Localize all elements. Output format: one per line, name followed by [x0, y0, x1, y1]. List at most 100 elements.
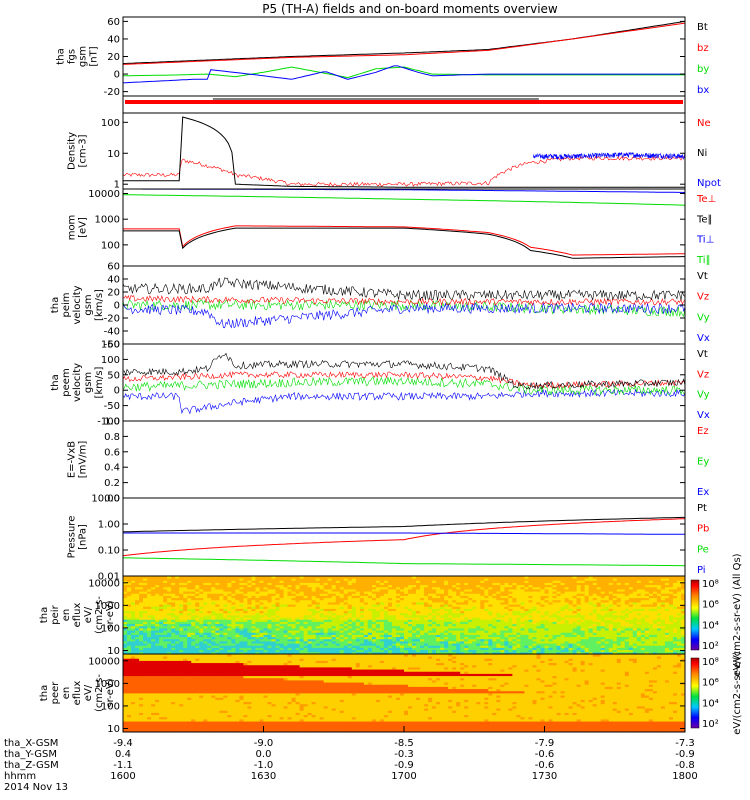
- spectrogram-cell: [532, 643, 537, 646]
- spectrogram-cell: [492, 589, 497, 592]
- spectrogram-cell: [159, 606, 164, 609]
- spectrogram-cell: [568, 615, 573, 618]
- spectrogram-cell: [460, 645, 465, 648]
- spectrogram-cell: [343, 628, 349, 631]
- spectrogram-cell: [428, 591, 433, 594]
- spectrogram-cell: [319, 604, 325, 607]
- spectrogram-cell: [616, 576, 622, 579]
- spectrogram-cell: [231, 630, 236, 633]
- spectrogram-cell: [496, 617, 501, 620]
- spectrogram-cell: [279, 628, 284, 631]
- spectrogram-cell: [460, 651, 465, 655]
- spectrogram-cell: [632, 576, 638, 579]
- spectrogram-cell: [243, 582, 248, 586]
- spectrogram-cell: [580, 586, 586, 590]
- spectrogram-cell: [644, 641, 650, 644]
- spectrogram-cell: [371, 578, 377, 581]
- spectrogram-cell: [235, 628, 240, 631]
- spectrogram-cell: [351, 610, 357, 614]
- spectrogram-cell: [512, 602, 517, 605]
- spectrogram-cell: [560, 593, 565, 596]
- spectrogram-cell: [287, 606, 292, 609]
- spectrogram-cell: [464, 606, 469, 609]
- spectrogram-cell: [456, 602, 461, 605]
- spectrogram-cell: [383, 602, 389, 605]
- spectrogram-cell: [496, 591, 501, 594]
- spectrogram-cell: [131, 610, 136, 614]
- spectrogram-cell: [552, 638, 557, 642]
- spectrogram-cell: [135, 630, 140, 633]
- legend-item: Ey: [697, 457, 709, 468]
- spectrogram-cell: [572, 628, 578, 631]
- spectrogram-cell: [480, 580, 485, 583]
- spectrogram-cell: [271, 610, 276, 614]
- spectrogram-cell: [323, 586, 329, 590]
- spectrogram-cell: [191, 584, 196, 588]
- spectrogram-cell: [536, 628, 541, 631]
- spectrogram-cell: [584, 576, 590, 579]
- spectrogram-cell: [468, 630, 473, 633]
- spectrogram-cell: [480, 606, 485, 609]
- spectrogram-cell: [532, 634, 537, 638]
- spectrogram-cell: [628, 602, 634, 605]
- spectrogram-cell: [267, 595, 272, 599]
- spectrogram-cell: [155, 651, 160, 655]
- spectrogram-cell: [524, 617, 529, 620]
- spectrogram-cell: [299, 625, 305, 629]
- ylabel-line: gsm: [83, 372, 94, 393]
- spectrogram-cell: [628, 643, 634, 646]
- spectrogram-cell: [351, 617, 357, 620]
- spectrogram-cell: [608, 621, 614, 625]
- spectrogram-cell: [283, 578, 288, 581]
- spectrogram-cell: [564, 630, 569, 633]
- spectrogram-cell: [408, 578, 413, 581]
- spectrogram-cell: [307, 595, 313, 599]
- spectrogram-cell: [207, 580, 212, 583]
- spectrogram-cell: [367, 617, 373, 620]
- spectrogram-cell: [440, 595, 445, 599]
- spectrogram-cell: [187, 619, 192, 622]
- spectrogram-cell: [492, 578, 497, 581]
- spectrogram-cell: [504, 584, 509, 588]
- spectrogram-cell: [616, 638, 622, 642]
- spectrogram-cell: [179, 641, 184, 644]
- spectrogram-peir: [123, 576, 686, 655]
- spectrogram-cell: [512, 617, 517, 620]
- spectrogram-cell: [391, 610, 397, 614]
- spectrogram-cell: [552, 619, 557, 622]
- spectrogram-cell: [235, 617, 240, 620]
- spectrogram-cell: [227, 615, 232, 618]
- spectrogram-cell: [311, 610, 317, 614]
- spectrogram-cell: [404, 634, 409, 638]
- spectrogram-cell: [399, 602, 405, 605]
- spectrogram-cell: [592, 651, 598, 655]
- spectrogram-cell: [395, 641, 401, 644]
- spectrogram-cell: [520, 591, 525, 594]
- spectrogram-cell: [572, 580, 578, 583]
- spectrogram-cell: [644, 610, 650, 614]
- spectrogram-cell: [412, 586, 417, 590]
- spectrogram-cell: [171, 589, 176, 592]
- spectrogram-cell: [183, 647, 188, 651]
- spectrogram-cell: [468, 636, 473, 640]
- spectrogram-cell: [644, 604, 650, 607]
- spectrogram-cell: [532, 610, 537, 614]
- spectrogram-cell: [632, 584, 638, 588]
- spectrogram-cell: [564, 610, 569, 614]
- spectrogram-cell: [191, 593, 196, 596]
- spectrogram-cell: [275, 584, 280, 588]
- spectrogram-cell: [163, 593, 168, 596]
- spectrogram-cell: [131, 625, 136, 629]
- spectrogram-cell: [391, 632, 397, 635]
- spectrogram-cell: [267, 580, 272, 583]
- spectrogram-cell: [604, 580, 610, 583]
- spectrogram-cell: [195, 591, 200, 594]
- spectrogram-cell: [343, 630, 349, 633]
- spectrogram-cell: [516, 623, 521, 627]
- spectrogram-cell: [628, 641, 634, 644]
- spectrogram-cell: [243, 589, 248, 592]
- spectrogram-cell: [143, 632, 148, 635]
- spectrogram-cell: [536, 595, 541, 599]
- spectrogram-cell: [167, 641, 172, 644]
- spectrogram-cell: [231, 578, 236, 581]
